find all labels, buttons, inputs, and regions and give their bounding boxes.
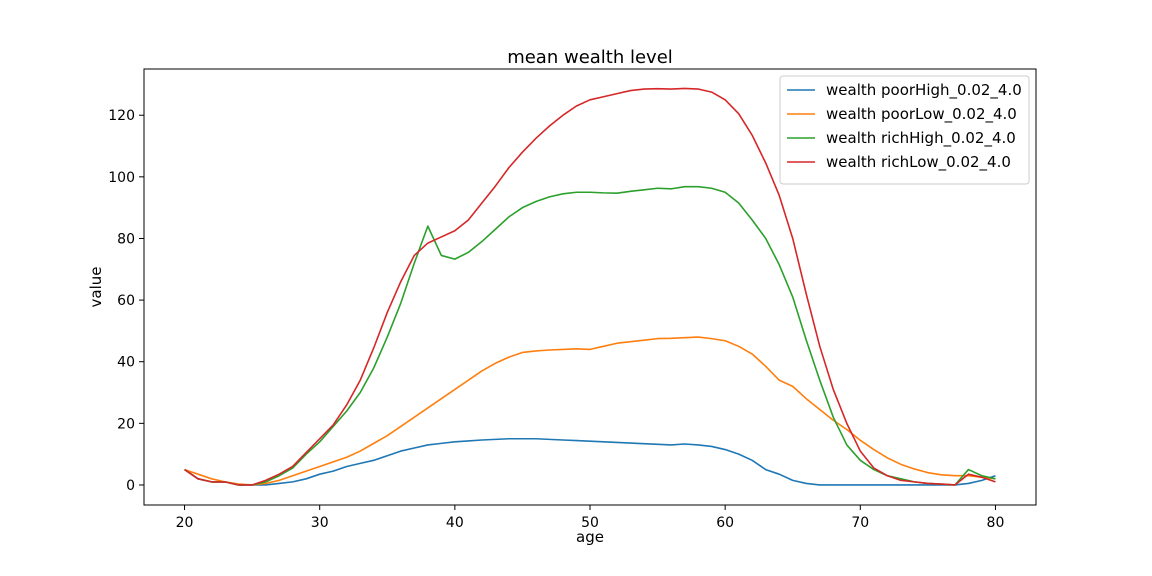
legend-label: wealth poorLow_0.02_4.0: [826, 105, 1017, 124]
x-tick-label: 80: [987, 515, 1005, 531]
series-line-0: [184, 437, 996, 486]
x-axis-title: age: [576, 528, 604, 546]
y-tick-label: 20: [117, 416, 135, 432]
y-axis-ticks: 0 20 40 60 80 100 120: [108, 108, 144, 494]
y-tick-label: 120: [108, 108, 135, 124]
y-tick-label: 100: [108, 170, 135, 186]
legend-label: wealth richLow_0.02_4.0: [826, 153, 1011, 172]
chart-title: mean wealth level: [507, 47, 673, 68]
y-axis-title: value: [87, 267, 105, 308]
x-axis-ticks: 20 30 40 50 60 70 80: [176, 505, 1005, 531]
x-tick-label: 70: [851, 515, 869, 531]
y-tick-label: 80: [117, 231, 135, 247]
legend-label: wealth poorHigh_0.02_4.0: [826, 81, 1022, 100]
series-line-3: [184, 87, 996, 486]
y-tick-label: 0: [126, 478, 135, 494]
x-tick-label: 20: [176, 515, 194, 531]
legend-box: [779, 75, 1030, 185]
plot-frame: [143, 68, 1037, 506]
x-tick-label: 60: [716, 515, 734, 531]
legend-label: wealth richHigh_0.02_4.0: [826, 129, 1016, 148]
x-tick-label: 50: [581, 515, 599, 531]
series-line-2: [184, 185, 996, 486]
series-line-1: [184, 336, 996, 486]
y-tick-label: 60: [117, 293, 135, 309]
y-tick-label: 40: [117, 355, 135, 371]
x-tick-label: 30: [311, 515, 329, 531]
x-tick-label: 40: [446, 515, 464, 531]
plot-series: [184, 87, 996, 486]
